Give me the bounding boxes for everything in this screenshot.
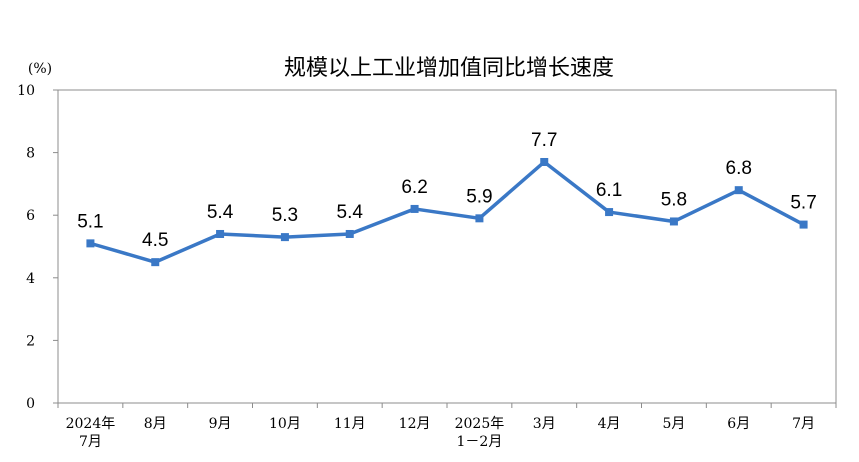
data-point-marker: [216, 229, 225, 238]
data-label: 5.9: [466, 186, 492, 207]
data-point-marker: [669, 217, 678, 226]
series-layer: 5.1 4.5 5.4 5.3 5.4 6.2 5.9 7.7 6.1 5.8 6.8 5.7: [77, 130, 817, 267]
y-axis-unit-label: (%): [28, 61, 52, 77]
x-tick-label: 2025年 1－2月: [455, 416, 505, 450]
plot-area-frame: [57, 89, 837, 404]
x-tick-label: 8月: [144, 416, 167, 432]
data-point-marker: [151, 258, 160, 267]
data-label: 4.5: [142, 230, 168, 251]
data-point-marker: [475, 214, 484, 223]
data-label: 5.4: [337, 202, 364, 223]
data-point-marker: [345, 229, 354, 238]
x-tick-label: 5月: [662, 416, 685, 432]
y-tick-label: 2: [26, 333, 35, 349]
x-tick-label: 12月: [399, 416, 431, 432]
y-tick-label: 4: [26, 271, 35, 287]
data-label: 6.1: [596, 180, 622, 201]
data-point-marker: [799, 220, 808, 229]
y-axis: 0 2 4 6 8 10: [17, 83, 58, 412]
data-point-marker: [734, 186, 743, 195]
data-point-marker: [86, 239, 95, 248]
data-point-marker: [410, 204, 419, 213]
data-label: 6.8: [726, 158, 752, 179]
x-tick-label: 11月: [334, 416, 366, 432]
y-tick-label: 10: [17, 83, 35, 99]
data-label: 7.7: [531, 130, 557, 151]
data-label: 6.2: [401, 177, 427, 198]
y-tick-label: 0: [26, 396, 35, 412]
data-point-marker: [280, 233, 289, 242]
x-tick-label: 6月: [727, 416, 750, 432]
data-point-marker: [605, 208, 614, 217]
x-tick-label: 4月: [598, 416, 621, 432]
x-tick-label: 2024年 7月: [66, 416, 116, 450]
data-label: 5.3: [272, 205, 298, 226]
y-tick-label: 8: [26, 146, 35, 162]
data-label: 5.8: [661, 189, 687, 210]
data-label: 5.7: [790, 193, 816, 214]
data-label: 5.4: [207, 202, 234, 223]
x-tick-label: 7月: [792, 416, 815, 432]
x-tick-label: 9月: [209, 416, 232, 432]
chart-title: 规模以上工业增加值同比增长速度: [284, 56, 614, 81]
x-tick-label: 3月: [533, 416, 556, 432]
x-axis: 2024年 7月 8月 9月 10月 11月 12月 2025年 1－2月 3月 4月 5月 6月 7月: [57, 403, 837, 450]
y-tick-label: 6: [26, 208, 35, 224]
data-point-marker: [540, 157, 549, 166]
series-line: [88, 160, 806, 264]
data-label: 5.1: [77, 211, 103, 232]
x-tick-label: 10月: [269, 416, 301, 432]
